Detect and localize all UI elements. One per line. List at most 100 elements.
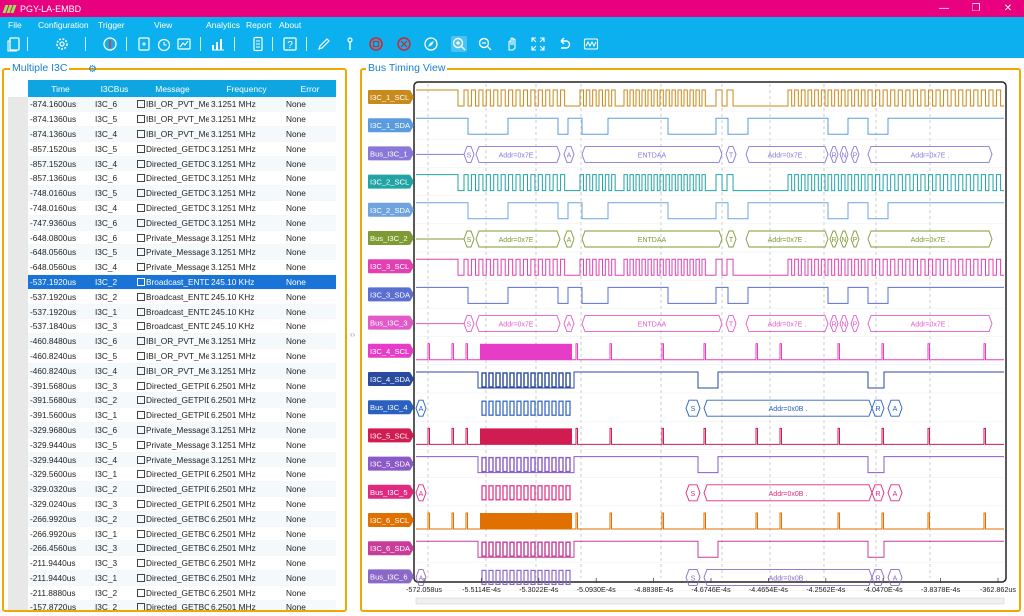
timing-canvas[interactable]: I3C_1_SCL I3C_1_SDA Bus_I3C_1 S Addr=0x7E . A… <box>368 80 1016 610</box>
splitter-handle[interactable]: ‹› <box>350 330 356 339</box>
edit-icon[interactable] <box>137 100 145 109</box>
table-row[interactable]: -391.5680us I3C_2 Directed_GETPID 6.2501 MH… <box>28 392 336 409</box>
edit-icon[interactable] <box>137 603 145 610</box>
menu-report[interactable]: Report <box>246 20 272 30</box>
edit-icon[interactable] <box>137 174 145 183</box>
edit-icon[interactable] <box>137 159 145 168</box>
filter-icon[interactable]: ⚙ <box>88 64 97 75</box>
help-icon[interactable]: ? <box>282 36 298 52</box>
timer-icon[interactable] <box>156 36 172 52</box>
edit-icon[interactable] <box>137 559 145 568</box>
zoom-in-icon[interactable] <box>451 36 467 52</box>
menu-about[interactable]: About <box>279 20 302 30</box>
table-row[interactable]: -648.0800us I3C_6 Private_Message 3.1251 MH… <box>28 230 336 246</box>
table-row[interactable]: -329.9680us I3C_6 Private_Message 3.1251 MH… <box>28 422 336 438</box>
edit-icon[interactable] <box>137 218 145 227</box>
edit-icon[interactable] <box>137 351 145 360</box>
edit-icon[interactable] <box>137 307 145 316</box>
edit-icon[interactable] <box>137 425 145 434</box>
export-icon[interactable] <box>136 36 152 52</box>
horizontal-scrollbar[interactable] <box>415 597 1005 605</box>
edit-icon[interactable] <box>137 499 145 508</box>
table-row[interactable]: -648.0560us I3C_4 Private_Message 3.1251 MH… <box>28 259 336 276</box>
edit-icon[interactable] <box>137 233 145 242</box>
menu-view[interactable]: View <box>154 20 173 30</box>
table-row[interactable]: -329.0320us I3C_2 Directed_GETPID 6.2501 MH… <box>28 481 336 498</box>
edit-icon[interactable] <box>137 573 145 582</box>
column-header-error[interactable]: Error <box>284 80 336 97</box>
fit-icon[interactable] <box>530 36 546 52</box>
waveform-icon[interactable] <box>583 36 599 52</box>
pen-icon[interactable] <box>316 36 332 52</box>
edit-icon[interactable] <box>137 366 145 375</box>
edit-icon[interactable] <box>137 381 145 390</box>
graph-icon[interactable] <box>176 36 192 52</box>
table-row[interactable]: -329.0240us I3C_3 Directed_GETPID 6.2501 MH… <box>28 496 336 512</box>
probe-icon[interactable] <box>342 36 358 52</box>
settings-icon[interactable] <box>54 36 70 52</box>
table-row[interactable]: -329.9440us I3C_4 Private_Message 3.1251 MH… <box>28 452 336 468</box>
edit-icon[interactable] <box>137 514 145 523</box>
edit-icon[interactable] <box>137 322 145 331</box>
menu-analytics[interactable]: Analytics <box>206 20 241 30</box>
zoom-out-icon[interactable] <box>477 36 493 52</box>
stop-icon[interactable] <box>368 36 384 52</box>
edit-icon[interactable] <box>137 292 145 301</box>
edit-icon[interactable] <box>137 129 145 138</box>
edit-icon[interactable] <box>137 529 145 538</box>
edit-icon[interactable] <box>137 248 145 257</box>
edit-icon[interactable] <box>137 411 145 420</box>
table-row[interactable]: -329.5600us I3C_1 Directed_GETPID 6.2501 MH… <box>28 466 336 483</box>
maximize-icon[interactable]: ❐ <box>971 3 981 14</box>
table-row[interactable]: -329.9440us I3C_5 Private_Message 3.1251 MH… <box>28 437 336 453</box>
undo-icon[interactable] <box>556 36 572 52</box>
table-row[interactable]: -391.5680us I3C_3 Directed_GETPID 6.2501 MH… <box>28 378 336 394</box>
pan-icon[interactable] <box>504 36 520 52</box>
edit-icon[interactable] <box>137 337 145 346</box>
column-header-message[interactable]: Message <box>136 80 209 97</box>
menu-configuration[interactable]: Configuration <box>38 20 89 30</box>
edit-icon[interactable] <box>137 588 145 597</box>
chart-icon[interactable] <box>210 36 226 52</box>
compass-icon[interactable] <box>423 36 439 52</box>
edit-icon[interactable] <box>137 144 145 153</box>
edit-icon[interactable] <box>137 544 145 553</box>
trigger-icon[interactable] <box>102 36 118 52</box>
new-file-icon[interactable] <box>6 36 22 52</box>
menu-trigger[interactable]: Trigger <box>98 20 125 30</box>
table-row[interactable]: -391.5600us I3C_1 Directed_GETPID 6.2501 MH… <box>28 407 336 424</box>
clear-icon[interactable] <box>396 36 412 52</box>
edit-icon[interactable] <box>137 455 145 464</box>
report-icon[interactable] <box>250 36 266 52</box>
edit-icon[interactable] <box>137 263 145 272</box>
menu-file[interactable]: File <box>8 20 22 30</box>
column-header-i3cbus[interactable]: I3CBus <box>93 80 136 97</box>
edit-icon[interactable] <box>137 396 145 405</box>
edit-icon[interactable] <box>137 189 145 198</box>
edit-icon[interactable] <box>137 277 145 286</box>
edit-icon[interactable] <box>137 440 145 449</box>
